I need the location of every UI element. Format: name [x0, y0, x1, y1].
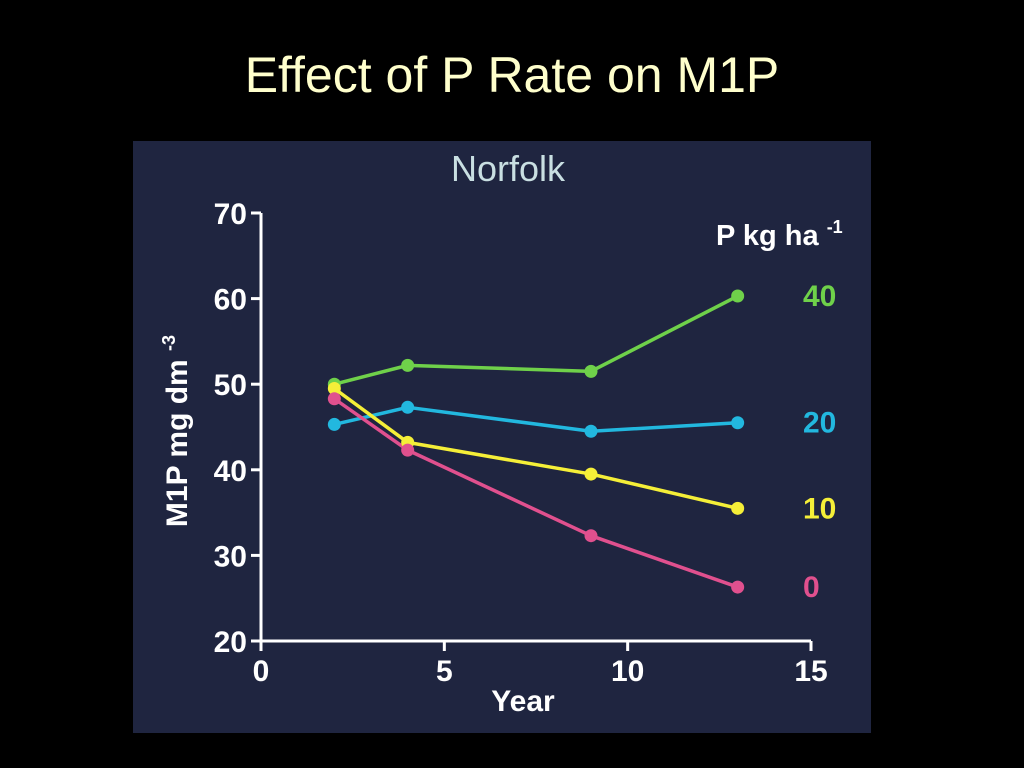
axes — [259, 213, 811, 643]
x-tick-label: 15 — [794, 655, 827, 688]
data-point-40 — [731, 289, 745, 303]
chart-title: Norfolk — [451, 148, 566, 189]
data-point-20 — [401, 400, 415, 414]
series-lines — [333, 294, 739, 589]
data-point-10 — [731, 501, 745, 515]
y-axis-label: M1P mg dm -3 — [159, 335, 194, 527]
data-point-20 — [731, 416, 745, 430]
y-tick-label: 40 — [214, 455, 247, 488]
data-point-20 — [584, 424, 598, 438]
series-points — [327, 289, 745, 594]
y-tick-label: 20 — [214, 626, 247, 659]
data-point-10 — [327, 381, 341, 395]
x-tick-label: 0 — [253, 655, 270, 688]
x-tick-label: 10 — [611, 655, 644, 688]
series-label-0: 0 — [803, 571, 820, 604]
data-point-0 — [731, 580, 745, 594]
x-tick-label: 5 — [436, 655, 453, 688]
slide-title: Effect of P Rate on M1P — [244, 47, 780, 103]
series-labels: 40 20 10 0 — [803, 280, 836, 604]
legend-title-superscript: -1 — [827, 217, 843, 237]
series-label-10: 10 — [803, 492, 836, 525]
y-tick-label: 70 — [214, 198, 247, 231]
ticks — [251, 211, 813, 651]
series-line-10 — [333, 387, 739, 511]
legend-title-text: P kg ha — [716, 220, 819, 252]
legend-title: P kg ha -1 — [716, 217, 843, 252]
y-tick-label: 50 — [214, 369, 247, 402]
data-point-0 — [327, 392, 341, 406]
series-line-20 — [333, 405, 738, 434]
chart-panel: Norfolk 20 30 40 50 60 70 0 5 10 15 Year M1P mg d… — [133, 141, 871, 733]
tick-labels: 20 30 40 50 60 70 0 5 10 15 — [214, 198, 828, 688]
data-point-0 — [584, 529, 598, 543]
series-label-20: 20 — [803, 407, 836, 440]
data-point-20 — [327, 417, 341, 431]
x-axis-label-text: Year — [491, 685, 555, 718]
y-tick-label: 60 — [214, 284, 247, 317]
series-line-40 — [333, 294, 739, 386]
y-axis-label-text: M1P mg dm — [161, 359, 194, 527]
series-line-0 — [333, 397, 739, 589]
data-point-0 — [401, 443, 415, 457]
x-axis-label: Year — [491, 685, 555, 718]
data-point-10 — [584, 467, 598, 481]
y-axis-label-superscript: -3 — [159, 335, 179, 351]
y-tick-label: 30 — [214, 540, 247, 573]
line-chart: Norfolk 20 30 40 50 60 70 0 5 10 15 Year M1P mg d… — [159, 148, 843, 718]
data-point-40 — [401, 358, 415, 372]
series-label-40: 40 — [803, 280, 836, 313]
data-point-40 — [584, 364, 598, 378]
